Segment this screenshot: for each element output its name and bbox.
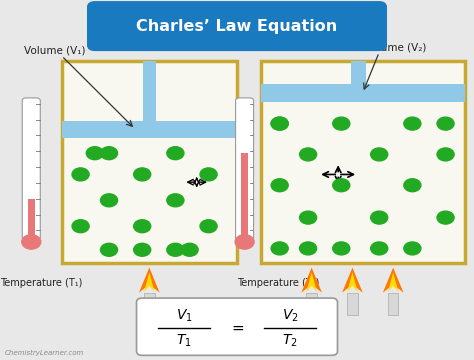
Circle shape (72, 220, 89, 233)
Circle shape (271, 117, 288, 130)
FancyBboxPatch shape (261, 84, 465, 102)
Circle shape (100, 243, 118, 256)
Text: Temperature (T₂): Temperature (T₂) (237, 278, 319, 288)
Bar (28, 199, 35, 238)
Circle shape (404, 179, 421, 192)
FancyBboxPatch shape (306, 293, 317, 315)
Circle shape (437, 117, 454, 130)
Circle shape (404, 242, 421, 255)
Circle shape (271, 242, 288, 255)
Circle shape (100, 147, 118, 160)
Circle shape (235, 235, 254, 249)
FancyBboxPatch shape (236, 98, 254, 240)
Circle shape (134, 243, 151, 256)
Circle shape (72, 168, 89, 181)
FancyBboxPatch shape (22, 98, 40, 240)
FancyBboxPatch shape (388, 293, 398, 315)
Circle shape (371, 242, 388, 255)
Circle shape (371, 148, 388, 161)
Text: Volume (V₁): Volume (V₁) (24, 46, 85, 56)
Circle shape (333, 242, 350, 255)
Circle shape (437, 211, 454, 224)
Circle shape (167, 243, 184, 256)
Text: $V_2$: $V_2$ (282, 308, 299, 324)
Text: $=$: $=$ (229, 320, 245, 335)
Text: $T_2$: $T_2$ (282, 332, 298, 348)
Text: Volume (V₂): Volume (V₂) (365, 42, 426, 52)
Polygon shape (307, 272, 317, 292)
FancyBboxPatch shape (261, 61, 465, 263)
FancyBboxPatch shape (144, 293, 155, 315)
Text: $T_1$: $T_1$ (176, 332, 192, 348)
Circle shape (181, 243, 198, 256)
Circle shape (333, 179, 350, 192)
Circle shape (200, 168, 217, 181)
Circle shape (100, 194, 118, 207)
Circle shape (271, 117, 288, 130)
FancyBboxPatch shape (347, 293, 358, 315)
Circle shape (134, 168, 151, 181)
Text: ChemistryLearner.com: ChemistryLearner.com (5, 350, 84, 356)
Polygon shape (383, 268, 403, 293)
Text: Temperature (T₁): Temperature (T₁) (0, 278, 82, 288)
Circle shape (300, 148, 317, 161)
FancyBboxPatch shape (62, 61, 237, 263)
Text: $V_1$: $V_1$ (175, 308, 192, 324)
Bar (241, 153, 248, 238)
Polygon shape (342, 268, 363, 293)
Circle shape (300, 211, 317, 224)
Circle shape (167, 147, 184, 160)
Text: Charles’ Law Equation: Charles’ Law Equation (137, 19, 337, 34)
FancyBboxPatch shape (351, 61, 365, 84)
Circle shape (404, 117, 421, 130)
Circle shape (437, 148, 454, 161)
Circle shape (167, 194, 184, 207)
Polygon shape (347, 272, 357, 292)
Circle shape (22, 235, 41, 249)
Polygon shape (144, 272, 155, 292)
FancyBboxPatch shape (62, 121, 237, 138)
Polygon shape (301, 268, 322, 293)
Circle shape (86, 147, 103, 160)
FancyBboxPatch shape (88, 2, 386, 50)
Polygon shape (139, 268, 160, 293)
Circle shape (200, 220, 217, 233)
Polygon shape (388, 272, 398, 292)
FancyBboxPatch shape (137, 298, 337, 355)
Circle shape (371, 211, 388, 224)
FancyBboxPatch shape (143, 61, 156, 121)
Circle shape (134, 220, 151, 233)
Circle shape (333, 117, 350, 130)
Circle shape (271, 179, 288, 192)
Circle shape (300, 242, 317, 255)
